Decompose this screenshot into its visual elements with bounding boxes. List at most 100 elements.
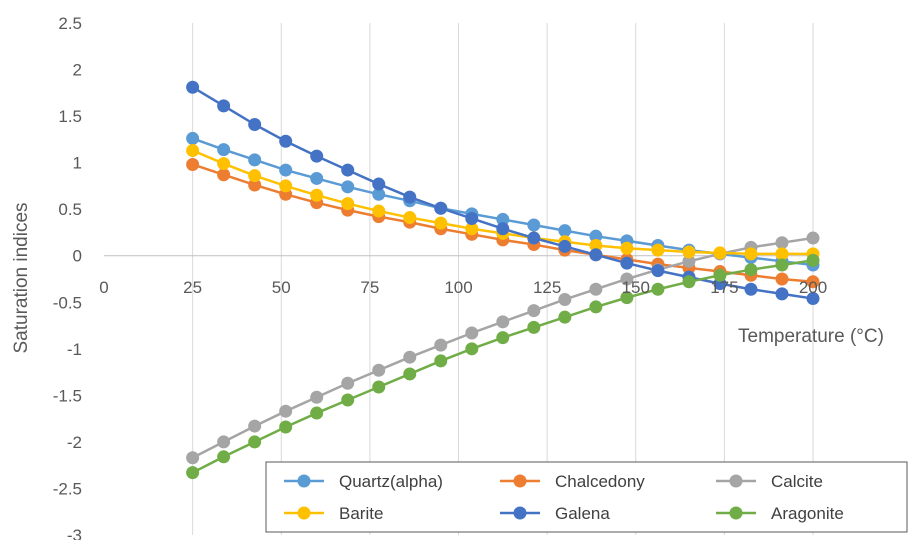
data-point [403, 190, 417, 204]
data-point [589, 248, 603, 262]
data-point [434, 201, 448, 215]
y-tick-label: -1 [67, 340, 82, 359]
x-tick-label: 125 [533, 278, 561, 297]
data-point [217, 143, 231, 157]
data-point [558, 239, 572, 253]
data-point [434, 216, 448, 230]
data-point [372, 187, 386, 201]
data-point [310, 406, 324, 420]
data-point [558, 292, 572, 306]
x-tick-labels: 0 25 50 75 100 125 150 175 200 [99, 278, 827, 297]
y-tick-label: 2 [73, 61, 82, 80]
legend-marker [729, 506, 743, 520]
series-layer [186, 80, 820, 480]
x-tick-label: 200 [799, 278, 827, 297]
data-point [248, 169, 262, 183]
data-point [589, 300, 603, 314]
data-point [589, 238, 603, 252]
data-point [310, 188, 324, 202]
x-tick-label: 25 [183, 278, 202, 297]
data-point [279, 420, 293, 434]
data-point [527, 218, 541, 232]
data-point [372, 363, 386, 377]
data-point [465, 222, 479, 236]
data-point [806, 292, 820, 306]
legend-label: Calcite [771, 472, 823, 491]
data-point [496, 212, 510, 226]
data-point [713, 246, 727, 260]
data-point [651, 264, 665, 278]
data-point [434, 338, 448, 352]
legend-label: Aragonite [771, 504, 844, 523]
data-point [310, 171, 324, 185]
data-point [217, 168, 231, 182]
legend-label: Barite [339, 504, 383, 523]
data-point [248, 153, 262, 167]
data-point [279, 179, 293, 193]
data-point [217, 157, 231, 171]
data-point [620, 241, 634, 255]
data-point [589, 229, 603, 243]
x-tick-label: 75 [360, 278, 379, 297]
data-point [217, 99, 231, 113]
x-tick-label: 175 [710, 278, 738, 297]
data-point [775, 272, 789, 286]
data-point [248, 117, 262, 131]
data-point [775, 287, 789, 301]
x-tick-label: 0 [99, 278, 108, 297]
data-point [310, 390, 324, 404]
data-point [248, 178, 262, 192]
data-point [279, 404, 293, 418]
y-tick-label: -3 [67, 526, 82, 540]
y-tick-label: 2.5 [58, 14, 82, 33]
data-point [682, 245, 696, 259]
data-point [341, 376, 355, 390]
data-point [620, 272, 634, 286]
x-tick-label: 150 [622, 278, 650, 297]
data-point [186, 131, 200, 145]
data-point [682, 254, 696, 268]
legend: Quartz(alpha) Chalcedony Calcite Barite Gale… [265, 461, 908, 533]
y-tick-label: 0 [73, 247, 82, 266]
data-point [558, 224, 572, 238]
data-point [341, 180, 355, 194]
legend-label: Chalcedony [555, 472, 645, 491]
legend-marker [297, 474, 311, 488]
data-point [806, 253, 820, 267]
data-point [496, 222, 510, 236]
data-point [248, 435, 262, 449]
data-point [558, 310, 572, 324]
y-tick-label: 1 [73, 154, 82, 173]
y-tick-label: -2 [67, 433, 82, 452]
data-point [744, 247, 758, 261]
x-tick-label: 100 [444, 278, 472, 297]
data-point [186, 80, 200, 94]
grid-lines [192, 23, 814, 535]
data-point [527, 231, 541, 245]
data-point [341, 163, 355, 177]
data-point [372, 177, 386, 191]
data-point [744, 263, 758, 277]
data-point [341, 197, 355, 211]
data-point [186, 144, 200, 158]
legend-marker [513, 506, 527, 520]
data-point [496, 331, 510, 345]
data-point [434, 354, 448, 368]
y-tick-label: -2.5 [53, 479, 82, 498]
data-point [744, 282, 758, 296]
data-point [465, 211, 479, 225]
data-point [279, 134, 293, 148]
data-point [403, 211, 417, 225]
data-point [186, 451, 200, 465]
legend-label: Quartz(alpha) [339, 472, 443, 491]
data-point [775, 236, 789, 250]
legend-box [265, 461, 908, 533]
data-point [682, 275, 696, 289]
data-point [775, 258, 789, 272]
data-point [527, 320, 541, 334]
y-axis-label: Saturation indices [11, 202, 32, 353]
data-point [217, 435, 231, 449]
data-point [372, 204, 386, 218]
data-point [527, 304, 541, 318]
data-point [217, 450, 231, 464]
